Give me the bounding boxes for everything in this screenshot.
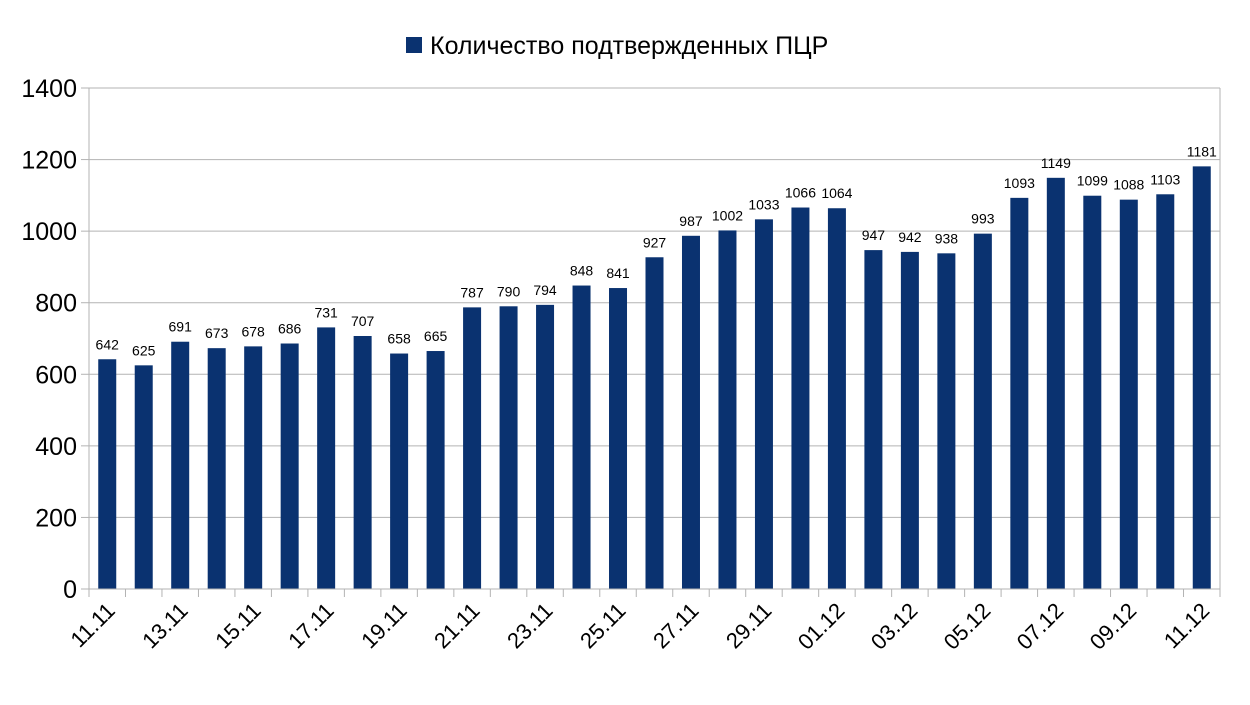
- bar: [791, 207, 810, 589]
- bar: [973, 233, 992, 589]
- x-tick-label: 11.12: [1159, 598, 1214, 653]
- bar: [426, 351, 445, 589]
- bar: [645, 257, 664, 589]
- x-tick-label: 19.11: [356, 598, 411, 653]
- y-tick-label: 600: [35, 361, 77, 389]
- data-label: 707: [351, 313, 375, 329]
- data-label: 1181: [1187, 143, 1217, 159]
- data-label: 938: [935, 230, 959, 246]
- data-label: 1088: [1113, 177, 1144, 193]
- bar: [390, 353, 409, 589]
- x-tick-label: 01.12: [793, 598, 850, 655]
- data-label: 658: [387, 331, 411, 347]
- data-label: 665: [424, 328, 448, 344]
- x-tick-label: 15.11: [210, 598, 265, 653]
- data-label: 642: [96, 336, 120, 352]
- bar: [1046, 177, 1065, 589]
- x-tick-label: 11.11: [65, 598, 119, 652]
- bar: [864, 250, 883, 589]
- legend: Количество подтвержденных ПЦР: [406, 32, 828, 60]
- data-labels: 642 625 691 673 678 686 731 707 658 665 787 790 794 8…: [96, 143, 1217, 358]
- bar: [1010, 197, 1029, 590]
- x-tick-label: 29.11: [721, 598, 776, 653]
- bar: [536, 304, 555, 589]
- x-tick-label: 21.11: [429, 598, 484, 653]
- data-label: 691: [169, 319, 193, 335]
- data-label: 942: [898, 229, 922, 245]
- x-tick-label: 13.11: [137, 598, 192, 653]
- y-tick-label: 0: [63, 576, 77, 604]
- data-label: 787: [460, 284, 484, 300]
- y-tick-label: 400: [35, 433, 77, 461]
- x-tick-label: 23.11: [502, 598, 557, 653]
- data-label: 1099: [1077, 173, 1108, 189]
- data-label: 1093: [1004, 175, 1035, 191]
- data-label: 686: [278, 321, 302, 337]
- bar: [1192, 166, 1211, 589]
- bar: [681, 235, 700, 590]
- bar: [1119, 199, 1138, 589]
- bar: [463, 307, 482, 589]
- bar: [1083, 195, 1102, 589]
- bar: [280, 343, 299, 589]
- data-label: 673: [205, 325, 229, 341]
- y-tick-label: 800: [35, 290, 77, 318]
- data-label: 625: [132, 342, 156, 358]
- bars: [98, 166, 1211, 590]
- bar: [134, 365, 153, 589]
- y-tick-label: 1400: [21, 75, 77, 103]
- x-tick-label: 25.11: [575, 598, 630, 653]
- data-label: 1064: [821, 185, 852, 201]
- data-label: 1103: [1150, 171, 1180, 187]
- x-tick-label: 07.12: [1012, 598, 1069, 655]
- bar: [827, 208, 846, 590]
- data-label: 1002: [712, 207, 743, 223]
- bar: [98, 359, 117, 589]
- bar: [754, 219, 773, 590]
- bar: [718, 230, 737, 590]
- x-tick-label: 05.12: [939, 598, 996, 655]
- bar: [572, 285, 591, 589]
- data-label: 731: [314, 304, 338, 320]
- data-label: 1033: [748, 196, 779, 212]
- x-tick-label: 09.12: [1085, 598, 1142, 655]
- x-tick-label: 27.11: [648, 598, 703, 653]
- y-tick-label: 1200: [21, 147, 77, 175]
- data-label: 790: [497, 283, 521, 299]
- data-label: 1066: [785, 185, 816, 201]
- bar: [609, 288, 628, 589]
- y-tick-label: 1000: [21, 218, 77, 246]
- bar: [207, 348, 226, 589]
- bar: [1156, 194, 1175, 589]
- data-label: 993: [971, 211, 995, 227]
- legend-swatch: [406, 37, 422, 53]
- y-tick-label: 200: [35, 504, 77, 532]
- data-label: 678: [241, 323, 265, 339]
- data-label: 987: [679, 213, 703, 229]
- bar: [499, 306, 518, 589]
- x-tick-label: 03.12: [866, 598, 923, 655]
- bar: [353, 335, 372, 589]
- bar: [171, 341, 190, 589]
- data-label: 1149: [1041, 155, 1071, 171]
- data-label: 927: [643, 234, 667, 250]
- data-label: 848: [570, 263, 594, 279]
- legend-label: Количество подтвержденных ПЦР: [430, 32, 828, 60]
- bar: [244, 346, 263, 589]
- data-label: 947: [862, 227, 886, 243]
- bar: [900, 251, 919, 590]
- x-tick-label: 17.11: [283, 598, 338, 653]
- bar: [937, 253, 956, 589]
- data-label: 841: [606, 265, 630, 281]
- data-label: 794: [533, 282, 557, 298]
- bar: [317, 327, 336, 589]
